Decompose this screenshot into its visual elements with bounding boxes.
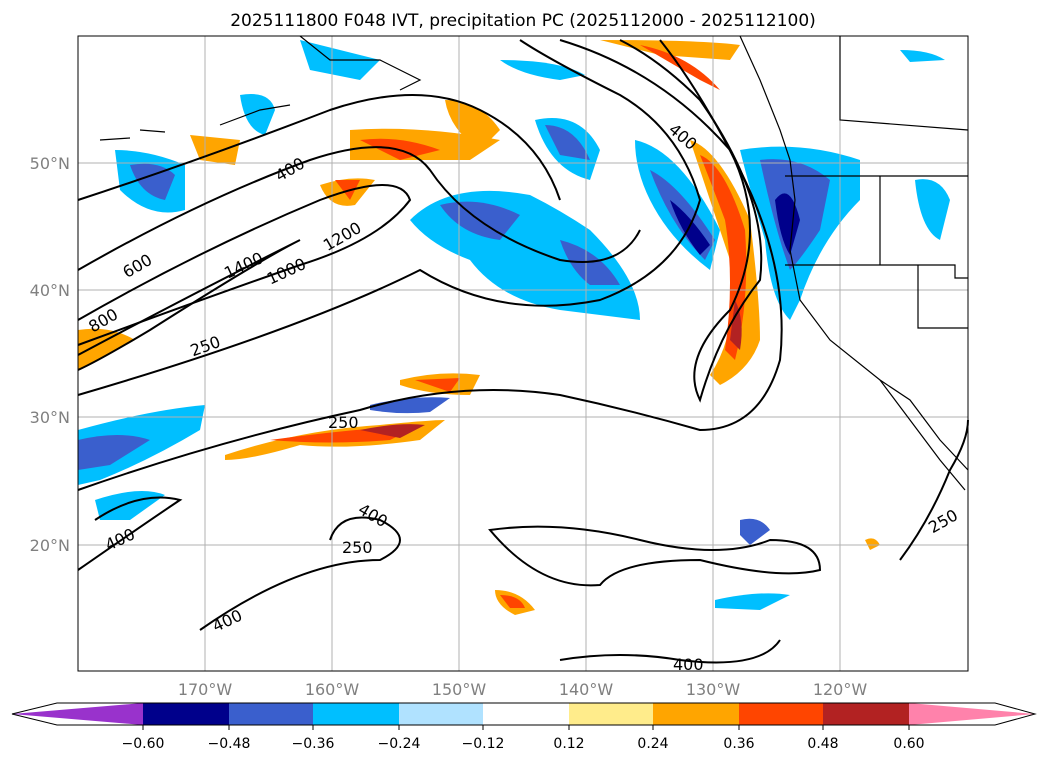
coastlines [99, 35, 969, 491]
colorbar: −0.60 −0.48 −0.36 −0.24 −0.12 0.12 0.24 0.36 0.4… [11, 702, 1037, 752]
lon-axis-labels: 170°W 160°W 150°W 140°W 130°W 120°W [178, 680, 868, 699]
map-panel: 400 600 800 1400 1000 1200 250 250 400 4… [77, 35, 969, 674]
map-title: 2025111800 F048 IVT, precipitation PC (2… [230, 11, 816, 31]
colorbar-swatch [739, 703, 823, 725]
colorbar-swatch [569, 703, 653, 725]
lon-label: 130°W [686, 680, 741, 699]
lat-label: 30°N [30, 408, 70, 427]
colorbar-swatch [653, 703, 739, 725]
colorbar-swatch [399, 703, 483, 725]
colorbar-tick-label: −0.12 [462, 736, 505, 752]
lon-label: 120°W [813, 680, 868, 699]
contour-label: 250 [328, 413, 359, 432]
colorbar-tick-label: −0.60 [122, 736, 165, 752]
contour-label: 250 [342, 538, 373, 557]
lat-axis-labels: 50°N 40°N 30°N 20°N [30, 154, 70, 555]
colorbar-extend-high [909, 703, 1035, 725]
colorbar-swatch [483, 703, 569, 725]
colorbar-swatch [823, 703, 909, 725]
colorbar-outline [11, 702, 1037, 726]
ivt-contours [77, 39, 969, 664]
map-frame [77, 35, 969, 672]
colorbar-tick-label: −0.48 [208, 736, 251, 752]
lat-label: 20°N [30, 536, 70, 555]
colorbar-tick-label: 0.24 [637, 736, 668, 752]
lon-label: 160°W [305, 680, 360, 699]
colorbar-extend-low [12, 703, 143, 725]
lon-label: 170°W [178, 680, 233, 699]
contour-label: 400 [673, 655, 704, 674]
colorbar-tick-label: 0.12 [553, 736, 584, 752]
colorbar-swatch [229, 703, 313, 725]
colorbar-swatch [313, 703, 399, 725]
colorbar-tick-label: −0.36 [292, 736, 335, 752]
colorbar-tick-label: 0.60 [893, 736, 924, 752]
colorbar-tick-label: 0.36 [723, 736, 754, 752]
lon-label: 150°W [432, 680, 487, 699]
lat-label: 50°N [30, 154, 70, 173]
colorbar-swatch [143, 703, 229, 725]
colorbar-tick-label: 0.48 [807, 736, 838, 752]
colorbar-tick-label: −0.24 [378, 736, 421, 752]
lat-label: 40°N [30, 281, 70, 300]
lon-label: 140°W [559, 680, 614, 699]
grid-lines [78, 36, 968, 671]
precip-shading [78, 40, 950, 615]
